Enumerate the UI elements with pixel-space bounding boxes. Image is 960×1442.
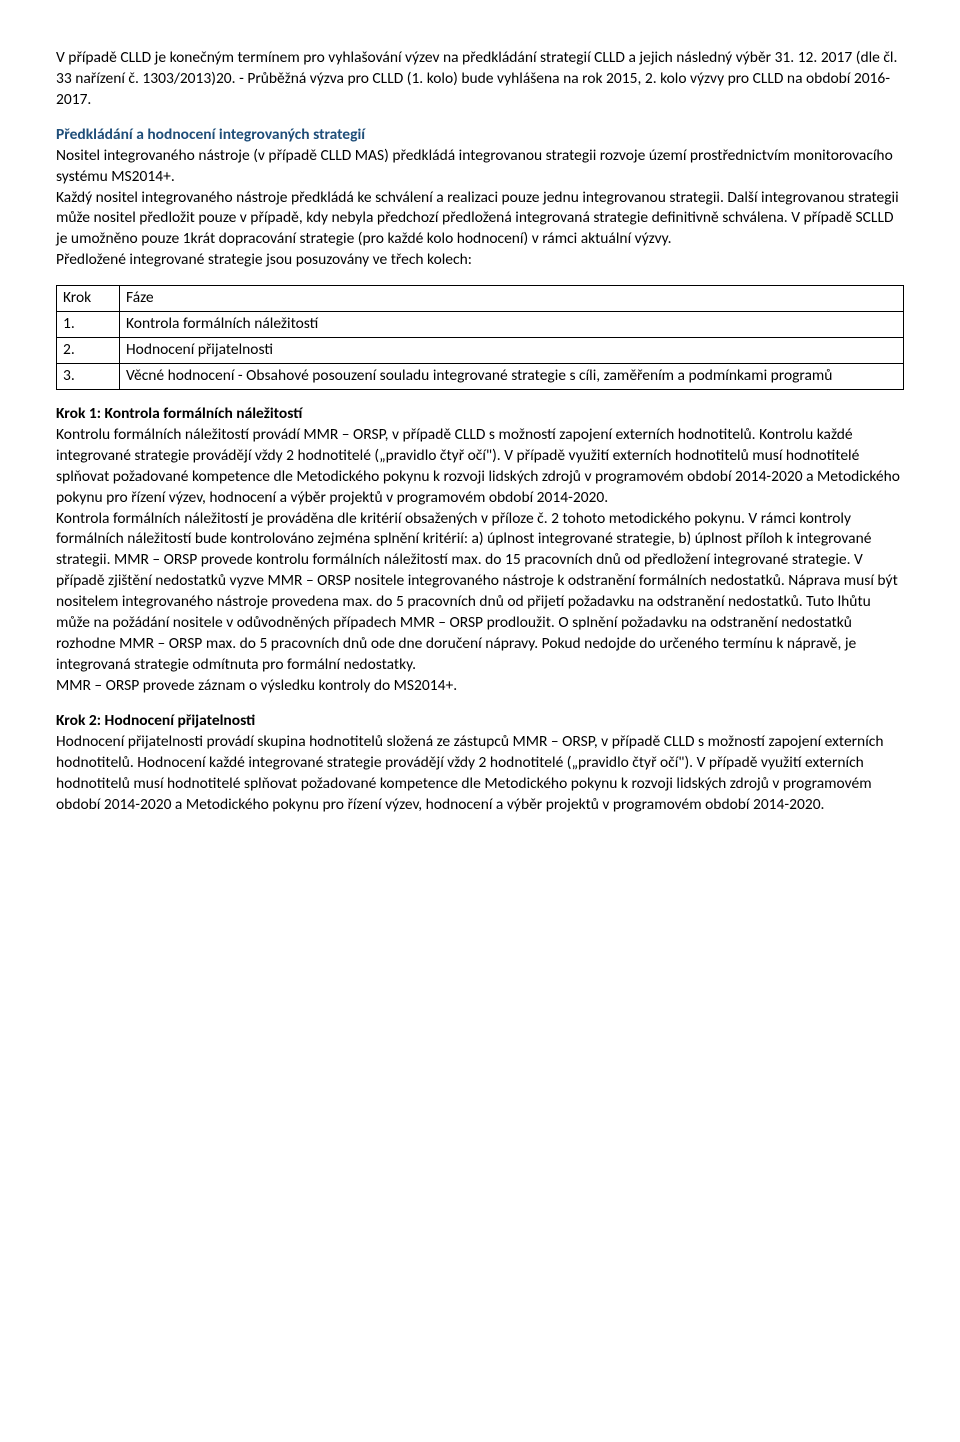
cell-step-num: 1. (57, 312, 120, 338)
table-row: 2. Hodnocení přijatelnosti (57, 338, 904, 364)
cell-faze-header: Fáze (120, 286, 904, 312)
p3c: MMR – ORSP provede záznam o výsledku kon… (56, 676, 457, 695)
cell-step-num: 3. (57, 363, 120, 389)
krok1-block: Krok 1: Kontrola formálních náležitostí … (56, 404, 904, 697)
cell-step-label: Kontrola formálních náležitostí (120, 312, 904, 338)
table-row: 1. Kontrola formálních náležitostí (57, 312, 904, 338)
cell-step-label: Věcné hodnocení - Obsahové posouzení sou… (120, 363, 904, 389)
intro-paragraph: V případě CLLD je konečným termínem pro … (56, 48, 904, 111)
section-heading-predkladani: Předkládání a hodnocení integrovaných st… (56, 125, 904, 271)
p2a: Nositel integrovaného nástroje (v případ… (56, 146, 893, 186)
p2c: Předložené integrované strategie jsou po… (56, 250, 472, 269)
heading-text: Předkládání a hodnocení integrovaných st… (56, 125, 365, 144)
krok2-block: Krok 2: Hodnocení přijatelnosti Hodnocen… (56, 711, 904, 816)
p3b: Kontrola formálních náležitostí je prová… (56, 509, 898, 674)
p2b: Každý nositel integrovaného nástroje pře… (56, 188, 899, 249)
table-row: Krok Fáze (57, 286, 904, 312)
cell-step-num: 2. (57, 338, 120, 364)
cell-krok-header: Krok (57, 286, 120, 312)
p4: Hodnocení přijatelnosti provádí skupina … (56, 732, 883, 814)
p3a: Kontrolu formálních náležitostí provádí … (56, 425, 900, 507)
krok2-heading: Krok 2: Hodnocení přijatelnosti (56, 711, 255, 730)
cell-step-label: Hodnocení přijatelnosti (120, 338, 904, 364)
krok1-heading: Krok 1: Kontrola formálních náležitostí (56, 404, 302, 423)
table-row: 3. Věcné hodnocení - Obsahové posouzení … (57, 363, 904, 389)
steps-table: Krok Fáze 1. Kontrola formálních náležit… (56, 285, 904, 390)
